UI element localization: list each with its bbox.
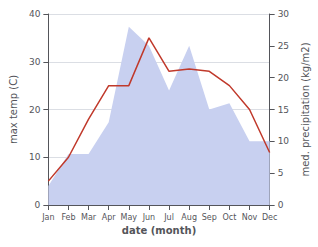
svg-text:Apr: Apr — [102, 213, 117, 222]
svg-text:max temp (C): max temp (C) — [8, 75, 19, 144]
svg-text:med. precipitation (kg/m2): med. precipitation (kg/m2) — [300, 42, 311, 176]
svg-text:10: 10 — [29, 152, 41, 162]
svg-text:Aug: Aug — [181, 213, 197, 222]
svg-text:Mar: Mar — [81, 213, 97, 222]
svg-text:20: 20 — [278, 73, 290, 83]
svg-text:25: 25 — [278, 41, 289, 51]
svg-text:40: 40 — [29, 9, 41, 19]
svg-text:30: 30 — [29, 57, 41, 67]
svg-text:Jan: Jan — [41, 213, 54, 222]
svg-text:Feb: Feb — [61, 213, 75, 222]
svg-text:15: 15 — [278, 105, 289, 115]
svg-text:Nov: Nov — [242, 213, 258, 222]
svg-text:Sep: Sep — [202, 213, 217, 222]
svg-text:date (month): date (month) — [122, 225, 196, 236]
svg-text:Oct: Oct — [222, 213, 236, 222]
svg-text:5: 5 — [278, 168, 284, 178]
svg-text:Jul: Jul — [163, 213, 174, 222]
svg-text:10: 10 — [278, 136, 290, 146]
svg-text:20: 20 — [29, 105, 41, 115]
svg-text:0: 0 — [35, 200, 41, 210]
svg-text:May: May — [121, 213, 138, 222]
svg-text:Dec: Dec — [262, 213, 277, 222]
svg-text:Jun: Jun — [142, 213, 156, 222]
svg-text:30: 30 — [278, 9, 290, 19]
svg-text:0: 0 — [278, 200, 284, 210]
